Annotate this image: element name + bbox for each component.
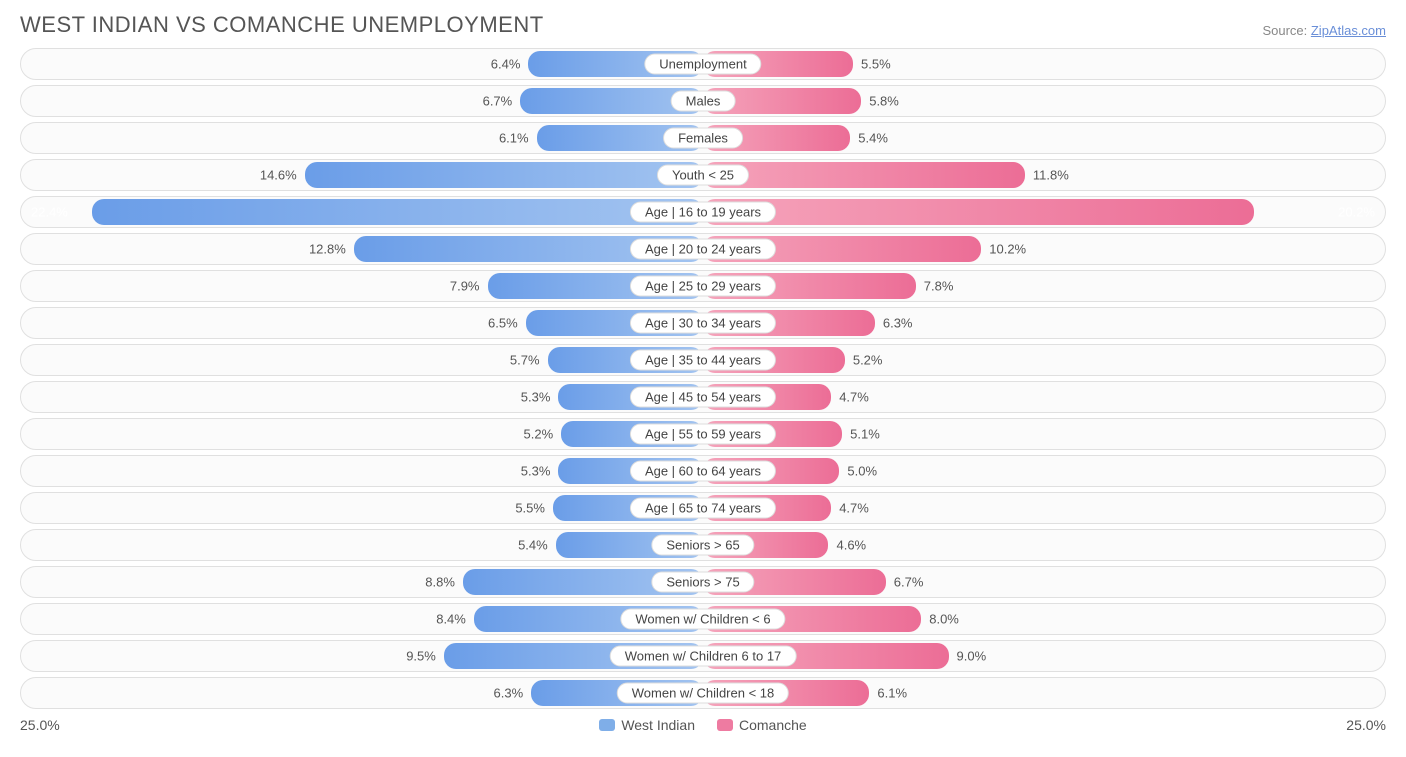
category-label: Age | 20 to 24 years: [630, 239, 776, 260]
value-right: 5.1%: [850, 427, 880, 442]
category-label: Age | 35 to 44 years: [630, 350, 776, 371]
value-left: 6.1%: [499, 131, 529, 146]
value-right: 5.2%: [853, 353, 883, 368]
value-right: 5.5%: [861, 57, 891, 72]
chart-row: 7.9% 7.8% Age | 25 to 29 years: [20, 270, 1386, 302]
legend-item-right: Comanche: [717, 717, 807, 733]
value-right: 11.8%: [1033, 168, 1069, 183]
source-prefix: Source:: [1262, 23, 1310, 38]
chart-title: WEST INDIAN VS COMANCHE UNEMPLOYMENT: [20, 12, 544, 38]
category-label: Women w/ Children 6 to 17: [610, 646, 797, 667]
value-right: 4.7%: [839, 501, 869, 516]
chart-row: 5.7% 5.2% Age | 35 to 44 years: [20, 344, 1386, 376]
category-label: Unemployment: [644, 54, 761, 75]
chart-row: 6.1% 5.4% Females: [20, 122, 1386, 154]
category-label: Females: [663, 128, 743, 149]
category-label: Seniors > 65: [651, 535, 754, 556]
value-right: 9.0%: [957, 649, 987, 664]
chart-footer: 25.0% West Indian Comanche 25.0%: [20, 717, 1386, 733]
value-right: 10.2%: [989, 242, 1026, 257]
chart-row: 22.4%20.2%Age | 16 to 19 years: [20, 196, 1386, 228]
category-label: Age | 60 to 64 years: [630, 461, 776, 482]
legend-swatch-right: [717, 719, 733, 731]
value-left: 12.8%: [309, 242, 346, 257]
chart-row: 6.3% 6.1% Women w/ Children < 18: [20, 677, 1386, 709]
chart-row: 5.3% 4.7% Age | 45 to 54 years: [20, 381, 1386, 413]
value-left: 5.4%: [518, 538, 548, 553]
category-label: Women w/ Children < 6: [620, 609, 785, 630]
legend-item-left: West Indian: [599, 717, 695, 733]
chart-row: 5.2% 5.1% Age | 55 to 59 years: [20, 418, 1386, 450]
category-label: Age | 25 to 29 years: [630, 276, 776, 297]
category-label: Youth < 25: [657, 165, 749, 186]
diverging-bar-chart: 6.4% 5.5% Unemployment 6.7% 5.8% Males 6.1% 5.4…: [20, 48, 1386, 709]
value-right: 4.6%: [836, 538, 866, 553]
value-right: 5.8%: [869, 94, 899, 109]
chart-row: 12.8% 10.2% Age | 20 to 24 years: [20, 233, 1386, 265]
value-left: 8.8%: [425, 575, 455, 590]
value-right: 4.7%: [839, 390, 869, 405]
value-left: 6.7%: [483, 94, 513, 109]
category-label: Age | 16 to 19 years: [630, 202, 776, 223]
axis-max-right: 25.0%: [1346, 717, 1386, 733]
value-right: 5.0%: [847, 464, 877, 479]
value-left: 14.6%: [260, 168, 297, 183]
value-left: 6.4%: [491, 57, 521, 72]
category-label: Women w/ Children < 18: [617, 683, 789, 704]
value-left: 7.9%: [450, 279, 480, 294]
source-link[interactable]: ZipAtlas.com: [1311, 23, 1386, 38]
bar-right: [703, 162, 1025, 188]
chart-header: WEST INDIAN VS COMANCHE UNEMPLOYMENT Sou…: [20, 12, 1386, 38]
value-left: 8.4%: [436, 612, 466, 627]
chart-row: 14.6% 11.8% Youth < 25: [20, 159, 1386, 191]
chart-row: 6.7% 5.8% Males: [20, 85, 1386, 117]
chart-row: 6.4% 5.5% Unemployment: [20, 48, 1386, 80]
value-right: 7.8%: [924, 279, 954, 294]
value-left: 5.7%: [510, 353, 540, 368]
value-right: 8.0%: [929, 612, 959, 627]
bar-left: [305, 162, 703, 188]
axis-max-left: 25.0%: [20, 717, 60, 733]
chart-row: 9.5% 9.0% Women w/ Children 6 to 17: [20, 640, 1386, 672]
category-label: Age | 30 to 34 years: [630, 313, 776, 334]
value-right: 6.1%: [877, 686, 907, 701]
value-right: 5.4%: [858, 131, 888, 146]
value-left: 5.5%: [515, 501, 545, 516]
value-left: 9.5%: [406, 649, 436, 664]
value-right: 20.2%: [703, 205, 1385, 220]
value-left: 22.4%: [21, 205, 703, 220]
value-right: 6.3%: [883, 316, 913, 331]
legend-swatch-left: [599, 719, 615, 731]
category-label: Age | 55 to 59 years: [630, 424, 776, 445]
value-left: 5.2%: [524, 427, 554, 442]
chart-row: 5.3% 5.0% Age | 60 to 64 years: [20, 455, 1386, 487]
chart-legend: West Indian Comanche: [599, 717, 806, 733]
category-label: Seniors > 75: [651, 572, 754, 593]
value-left: 6.5%: [488, 316, 518, 331]
category-label: Age | 45 to 54 years: [630, 387, 776, 408]
chart-row: 8.8% 6.7% Seniors > 75: [20, 566, 1386, 598]
value-left: 6.3%: [494, 686, 524, 701]
chart-row: 5.4% 4.6% Seniors > 65: [20, 529, 1386, 561]
legend-label-right: Comanche: [739, 717, 807, 733]
value-left: 5.3%: [521, 390, 551, 405]
value-right: 6.7%: [894, 575, 924, 590]
category-label: Age | 65 to 74 years: [630, 498, 776, 519]
chart-source: Source: ZipAtlas.com: [1262, 23, 1386, 38]
category-label: Males: [671, 91, 736, 112]
chart-row: 8.4% 8.0% Women w/ Children < 6: [20, 603, 1386, 635]
value-left: 5.3%: [521, 464, 551, 479]
chart-row: 6.5% 6.3% Age | 30 to 34 years: [20, 307, 1386, 339]
chart-row: 5.5% 4.7% Age | 65 to 74 years: [20, 492, 1386, 524]
legend-label-left: West Indian: [621, 717, 695, 733]
